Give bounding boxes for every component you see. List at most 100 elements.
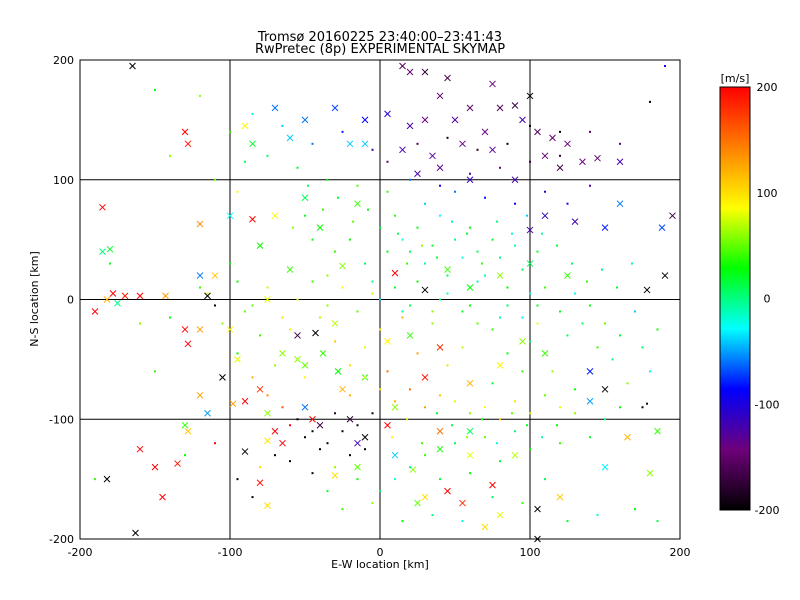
- data-point-dot: [506, 286, 509, 289]
- colorbar-tick-label: -200: [755, 504, 780, 517]
- data-point-dot: [281, 406, 284, 409]
- data-point-cross: [571, 218, 579, 226]
- data-point-cross: [541, 152, 549, 160]
- data-point-dot: [349, 454, 351, 457]
- data-point-dot: [634, 310, 636, 313]
- data-point-cross: [661, 272, 669, 279]
- data-point-cross: [181, 421, 189, 429]
- data-point-dot: [469, 412, 471, 415]
- data-point-dot: [229, 130, 231, 133]
- data-point-cross: [414, 499, 421, 507]
- data-point-cross: [436, 344, 444, 351]
- data-point-cross: [339, 262, 346, 270]
- data-point-dot: [394, 478, 396, 481]
- data-point-dot: [664, 64, 666, 67]
- data-point-cross: [481, 128, 489, 136]
- data-point-cross: [241, 122, 249, 130]
- data-point-cross: [99, 203, 106, 211]
- data-point-dot: [274, 364, 276, 367]
- data-point-dot: [499, 316, 501, 319]
- data-point-cross: [249, 140, 256, 148]
- data-point-cross: [616, 200, 624, 208]
- data-point-dot: [364, 376, 366, 379]
- data-point-dot: [496, 442, 498, 445]
- data-point-dot: [526, 214, 528, 217]
- data-point-dot: [401, 310, 404, 313]
- data-point-cross: [256, 385, 264, 393]
- y-axis-ticks: -200 -100 0 100 200: [49, 54, 74, 546]
- data-point-cross: [466, 379, 474, 387]
- data-point-cross: [354, 439, 361, 447]
- data-point-dot: [379, 328, 381, 331]
- data-point-dot: [466, 232, 468, 235]
- data-point-cross: [451, 116, 459, 124]
- data-point-dot: [386, 250, 389, 253]
- data-point-cross: [654, 427, 661, 435]
- data-point-cross: [196, 326, 204, 333]
- data-point-dot: [529, 160, 531, 163]
- data-point-dot: [559, 154, 561, 157]
- data-point-dot: [326, 304, 329, 307]
- data-point-dot: [311, 142, 314, 145]
- data-point-dot: [439, 184, 441, 187]
- data-point-dot: [484, 436, 486, 439]
- data-point-cross: [406, 332, 414, 339]
- data-point-dot: [469, 472, 471, 475]
- data-point-dot: [541, 436, 543, 439]
- data-point-dot: [499, 256, 501, 259]
- data-point-cross: [346, 140, 354, 148]
- data-point-cross: [109, 290, 117, 297]
- data-point-dot: [446, 136, 449, 139]
- data-point-dot: [416, 352, 419, 355]
- data-point-dot: [334, 466, 336, 469]
- data-point-cross: [316, 421, 324, 429]
- data-point-dot: [416, 280, 419, 283]
- data-point-dot: [139, 322, 141, 325]
- data-point-dot: [206, 292, 209, 295]
- data-point-cross: [466, 284, 474, 291]
- data-point-cross: [511, 176, 519, 184]
- data-point-cross: [594, 154, 601, 162]
- y-tick-label: 0: [67, 294, 74, 307]
- data-point-dot: [656, 520, 659, 523]
- data-point-dot: [379, 226, 381, 229]
- data-point-dot: [274, 454, 276, 457]
- data-point-cross: [316, 224, 324, 232]
- y-tick-label: 100: [53, 174, 74, 187]
- data-point-cross: [151, 463, 159, 471]
- data-point-dot: [619, 406, 621, 409]
- data-point-cross: [421, 373, 429, 381]
- data-point-cross: [129, 62, 136, 70]
- data-point-cross: [601, 224, 609, 232]
- data-point-cross: [196, 391, 204, 399]
- data-point-dot: [454, 442, 456, 445]
- data-point-dot: [566, 202, 569, 205]
- data-point-cross: [103, 296, 111, 303]
- data-point-dot: [394, 400, 396, 403]
- data-point-cross: [249, 215, 256, 223]
- y-axis-label: N-S location [km]: [28, 251, 41, 347]
- data-point-cross: [549, 134, 556, 142]
- data-point-dot: [506, 142, 509, 145]
- data-point-dot: [154, 88, 156, 91]
- data-point-cross: [294, 356, 301, 363]
- data-point-dot: [311, 238, 314, 241]
- data-point-dot: [571, 262, 573, 265]
- data-point-dot: [386, 370, 389, 373]
- data-point-cross: [466, 427, 474, 435]
- data-point-cross: [196, 220, 204, 228]
- data-point-dot: [289, 328, 291, 331]
- data-point-cross: [534, 128, 541, 136]
- data-point-dot: [281, 316, 284, 319]
- data-point-cross: [346, 415, 354, 423]
- data-point-cross: [286, 266, 294, 273]
- data-point-dot: [529, 448, 531, 451]
- data-point-dot: [379, 490, 381, 493]
- data-point-cross: [271, 427, 279, 435]
- data-point-dot: [409, 388, 411, 391]
- data-point-cross: [241, 448, 249, 455]
- data-point-dot: [589, 436, 591, 439]
- data-point-dot: [236, 190, 239, 193]
- data-point-dot: [169, 154, 171, 157]
- data-point-dot: [544, 478, 546, 481]
